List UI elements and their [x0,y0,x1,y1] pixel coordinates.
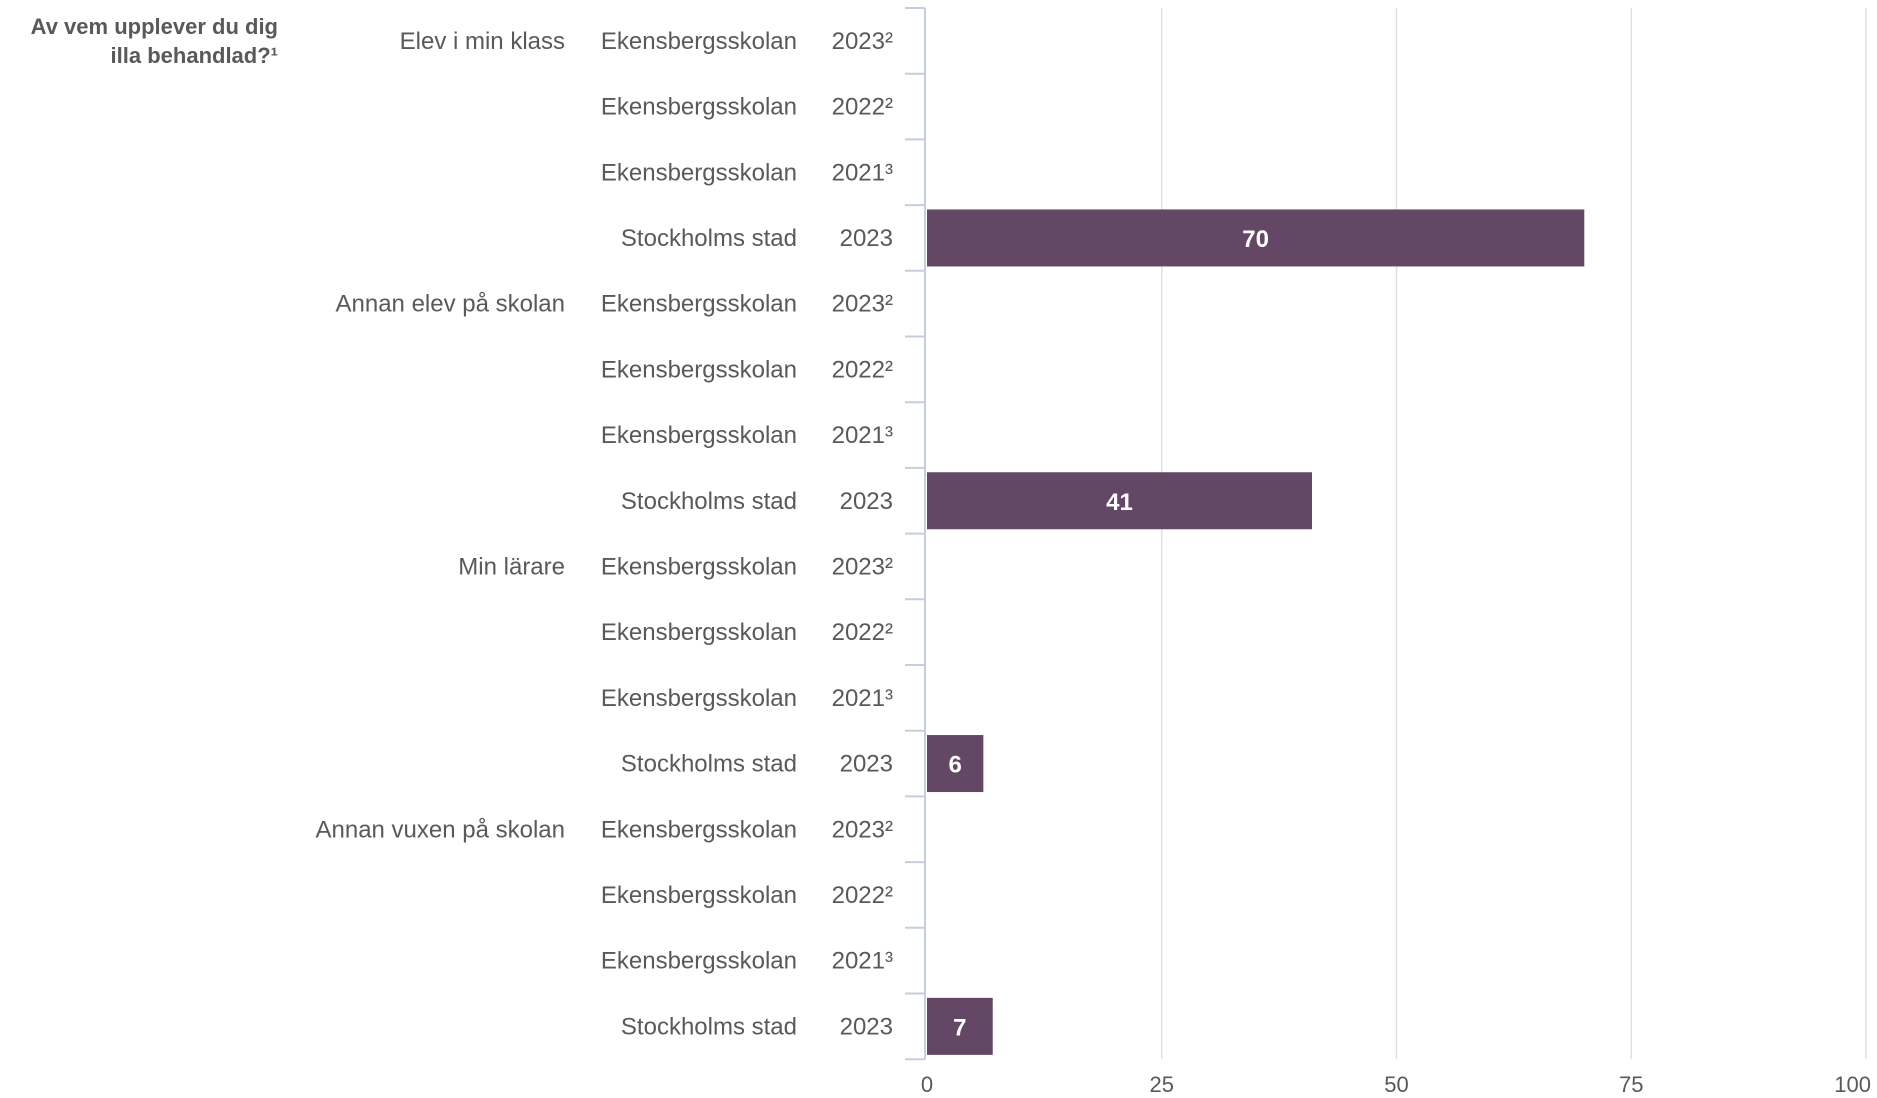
x-tick-label: 0 [921,1072,933,1097]
unit-label: Ekensbergsskolan [601,882,797,909]
year-label: 2021³ [832,948,893,975]
year-label: 2022² [832,882,893,909]
x-axis-ticks: 0 25 50 75 100 [921,1072,1871,1097]
bar [927,735,984,793]
unit-label: Ekensbergsskolan [601,816,797,843]
bar [927,472,1312,530]
x-tick-label: 75 [1619,1072,1643,1097]
unit-label: Ekensbergsskolan [601,553,797,580]
bar-value-label: 6 [948,752,961,779]
group-label: Elev i min klass [400,28,565,55]
x-tick-label: 50 [1384,1072,1408,1097]
year-label: 2023 [840,1013,893,1040]
unit-label: Ekensbergsskolan [601,422,797,449]
unit-label: Stockholms stad [621,225,797,252]
category-labels: Elev i min klass Ekensbergsskolan 2023² Eke… [315,28,893,1040]
year-label: 2021³ [832,422,893,449]
unit-label: Ekensbergsskolan [601,685,797,712]
gridlines [1161,8,1867,1060]
unit-label: Ekensbergsskolan [601,291,797,318]
unit-label: Stockholms stad [621,751,797,778]
bar [927,209,1585,267]
year-label: 2023² [832,28,893,55]
unit-label: Ekensbergsskolan [601,356,797,383]
bar-value-label: 7 [953,1014,966,1041]
year-label: 2023 [840,751,893,778]
year-label: 2022² [832,94,893,121]
x-tick-label: 25 [1150,1072,1174,1097]
year-label: 2021³ [832,685,893,712]
year-label: 2023² [832,291,893,318]
x-tick-label: 100 [1834,1072,1871,1097]
unit-label: Ekensbergsskolan [601,159,797,186]
year-label: 2023 [840,225,893,252]
year-label: 2022² [832,619,893,646]
bar-value-label: 41 [1106,489,1133,516]
year-label: 2023² [832,816,893,843]
bar-value-label: 70 [1242,226,1269,253]
year-label: 2023 [840,488,893,515]
category-axis [905,7,926,1061]
bar [927,997,993,1055]
group-label: Annan vuxen på skolan [315,816,565,843]
year-label: 2021³ [832,159,893,186]
unit-label: Stockholms stad [621,488,797,515]
bars: 70 41 6 7 [927,209,1585,1055]
unit-label: Ekensbergsskolan [601,28,797,55]
unit-label: Ekensbergsskolan [601,94,797,121]
question-label: Av vem upplever du dig illa behandlad?¹ [30,14,278,68]
group-label: Annan elev på skolan [336,291,566,318]
unit-label: Ekensbergsskolan [601,619,797,646]
group-label: Min lärare [458,553,565,580]
unit-label: Ekensbergsskolan [601,948,797,975]
year-label: 2023² [832,553,893,580]
year-label: 2022² [832,356,893,383]
unit-label: Stockholms stad [621,1013,797,1040]
